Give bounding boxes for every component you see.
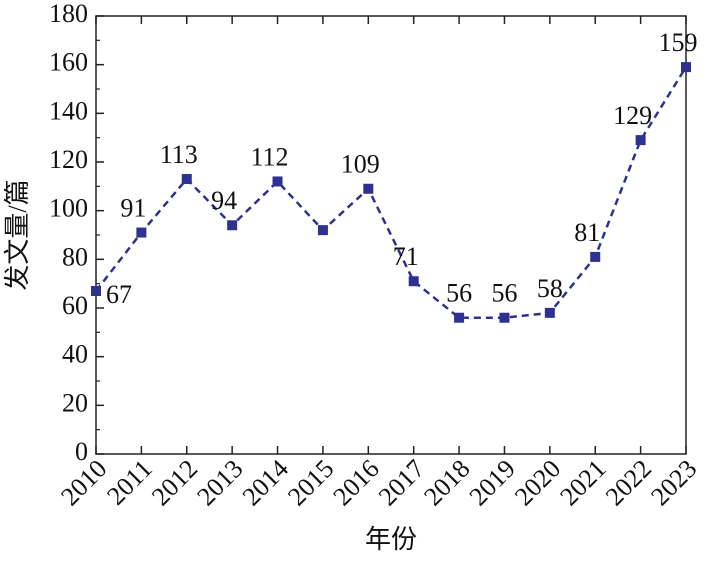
data-point — [317, 225, 328, 236]
x-tick-label: 2018 — [418, 454, 475, 511]
data-point — [499, 312, 510, 323]
x-axis-label: 年份 — [365, 525, 417, 554]
y-tick-label: 20 — [62, 388, 88, 417]
y-tick-label: 60 — [62, 291, 88, 320]
data-label: 159 — [659, 28, 698, 57]
x-tick-label: 2017 — [373, 454, 430, 511]
data-label: 113 — [160, 140, 198, 169]
data-label: 91 — [120, 194, 146, 223]
x-tick-label: 2023 — [645, 454, 702, 511]
y-axis-label: 发文量/篇 — [3, 179, 32, 290]
data-point — [590, 251, 601, 262]
x-tick-label: 2012 — [146, 454, 203, 511]
y-tick-label: 140 — [49, 96, 88, 125]
data-point — [454, 312, 465, 323]
x-tick-label: 2021 — [554, 454, 611, 511]
data-point — [635, 135, 646, 146]
y-tick-label: 0 — [75, 437, 88, 466]
data-point — [91, 285, 101, 296]
data-label: 94 — [211, 186, 237, 215]
data-point — [181, 174, 192, 185]
data-label: 109 — [341, 150, 380, 179]
data-label: 129 — [613, 101, 652, 130]
y-tick-label: 120 — [49, 145, 88, 174]
data-point — [136, 227, 147, 238]
data-line — [95, 66, 688, 319]
data-point — [408, 276, 419, 287]
x-tick-label: 2016 — [327, 454, 384, 511]
y-tick-label: 100 — [49, 194, 88, 223]
data-label: 81 — [574, 218, 600, 247]
x-tick-label: 2020 — [509, 454, 566, 511]
x-tick-label: 2013 — [191, 454, 248, 511]
data-point — [227, 220, 238, 231]
data-point — [681, 62, 691, 73]
y-tick-label: 180 — [49, 0, 88, 28]
x-tick-label: 2015 — [282, 454, 339, 511]
data-point — [363, 183, 374, 194]
data-label: 56 — [446, 279, 472, 308]
x-tick-label: 2014 — [237, 454, 294, 511]
y-tick-label: 160 — [49, 48, 88, 77]
data-label: 56 — [491, 279, 517, 308]
x-tick-label: 2019 — [464, 454, 521, 511]
data-point — [544, 307, 555, 318]
data-label: 112 — [251, 142, 289, 171]
data-label: 71 — [393, 242, 419, 271]
y-tick-label: 80 — [62, 242, 88, 271]
data-point — [272, 176, 283, 187]
data-label: 58 — [537, 274, 563, 303]
x-tick-label: 2022 — [600, 454, 657, 511]
data-label: 67 — [106, 280, 132, 309]
x-tick-label: 2010 — [55, 454, 112, 511]
x-tick-label: 2011 — [101, 454, 158, 511]
y-tick-label: 40 — [62, 340, 88, 369]
